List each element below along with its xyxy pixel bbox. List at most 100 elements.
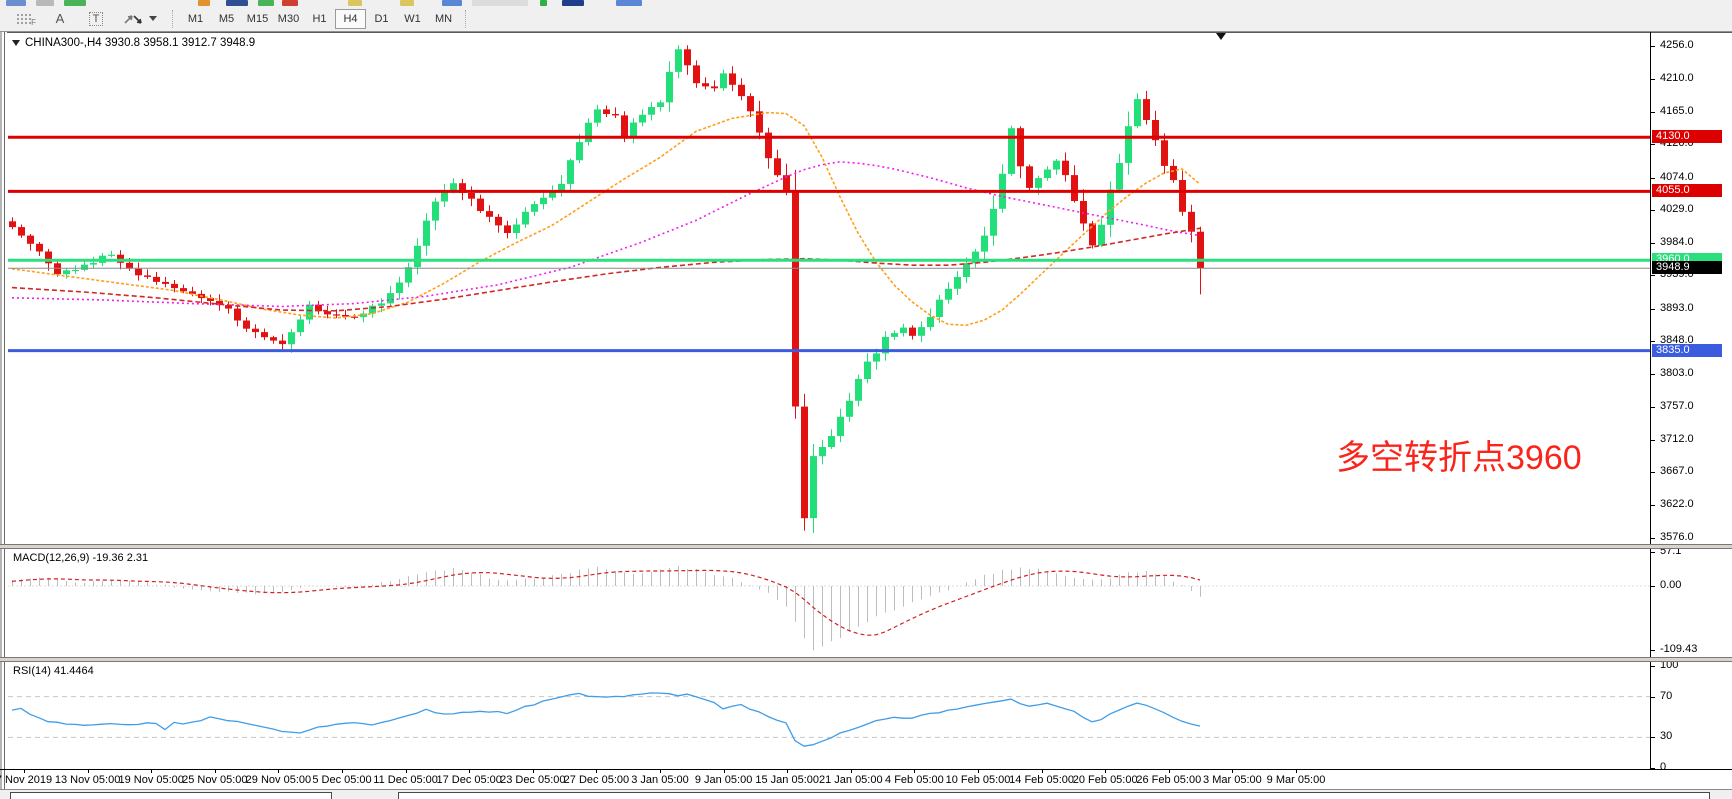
macd-axis: 57.1 0.00 -109.43 (1650, 545, 1732, 657)
cutoff-toolbar-icon[interactable] (442, 0, 462, 6)
cutoff-toolbar-icon[interactable] (198, 0, 210, 6)
time-axis-label: 3 Jan 05:00 (631, 774, 689, 786)
price-tick-label: 4165.0 (1660, 104, 1694, 117)
pane-splitter-rsi[interactable] (0, 657, 1732, 662)
cutoff-toolbar-icon[interactable] (258, 0, 274, 6)
text-box-tool-button[interactable]: T (80, 8, 112, 29)
arrow-objects-dropdown-button[interactable] (116, 8, 164, 29)
chart-annotation-text: 多空转折点3960 (1336, 439, 1582, 477)
price-tick-mark (1650, 111, 1655, 113)
time-axis-label: 7 Nov 2019 (0, 774, 53, 786)
cutoff-toolbar-icon[interactable] (616, 0, 642, 6)
price-line-badge: 3835.0 (1652, 343, 1722, 357)
time-axis-tick (787, 769, 789, 773)
price-tick-mark (1650, 275, 1655, 277)
price-tick-mark (1650, 46, 1655, 47)
crosshair-tool-button[interactable]: F (8, 8, 40, 29)
timeframe-button-h4[interactable]: H4 (335, 8, 366, 29)
price-tick-label: 4029.0 (1660, 203, 1694, 216)
docked-window-tab[interactable] (398, 792, 1710, 799)
crosshair-f-label: F (31, 18, 36, 27)
price-line-badge: 4130.0 (1652, 130, 1722, 144)
cutoff-toolbar-icon[interactable] (562, 0, 584, 6)
cutoff-toolbar-icon[interactable] (64, 0, 86, 6)
rsi-tick-label: 30 (1660, 730, 1673, 743)
macd-tick-label: -109.43 (1660, 643, 1698, 656)
time-axis-tick (24, 769, 25, 773)
time-axis-label: 4 Feb 05:00 (885, 774, 944, 786)
rsi-tick-mark (1650, 737, 1655, 739)
cutoff-toolbar-icon[interactable] (6, 0, 26, 6)
time-axis-label: 15 Jan 05:00 (755, 774, 819, 786)
time-axis-tick (1232, 769, 1234, 773)
timeframe-button-m30[interactable]: M30 (273, 9, 304, 29)
timeframe-button-d1[interactable]: D1 (366, 9, 397, 29)
text-label-tool-button[interactable]: A (44, 8, 76, 29)
cutoff-toolbar-icon[interactable] (400, 0, 414, 6)
cutoff-toolbar-icon[interactable] (472, 0, 528, 6)
price-tick-label: 3984.0 (1660, 235, 1694, 248)
time-axis-tick (405, 769, 407, 773)
price-tick-mark (1650, 504, 1655, 506)
timeframe-button-w1[interactable]: W1 (397, 9, 428, 29)
timeframe-button-m5[interactable]: M5 (211, 9, 242, 29)
cutoff-toolbar-icon[interactable] (348, 0, 362, 6)
chart-window[interactable] (0, 32, 1732, 799)
macd-tick-mark (1650, 586, 1655, 587)
dropdown-caret-icon (149, 16, 157, 21)
macd-tick-mark (1650, 552, 1655, 554)
price-axis-separator-line (1650, 32, 1651, 770)
rsi-indicator-canvas[interactable] (0, 662, 1650, 769)
crosshair-grid-icon (16, 12, 32, 25)
price-tick-mark (1650, 472, 1655, 474)
price-axis[interactable]: 4256.0 4210.0 4165.0 4120.0 4074.0 4029.0 3984… (1650, 32, 1732, 544)
tools-and-timeframes-row: F A T M1 M5 M15 M30 H1 (6, 7, 473, 30)
cutoff-toolbar-icon[interactable] (540, 0, 547, 6)
timeframe-button-h1[interactable]: H1 (304, 9, 335, 29)
macd-tick-label: 0.00 (1660, 579, 1682, 591)
time-axis-label: 11 Dec 05:00 (373, 774, 438, 786)
timeframe-button-mn[interactable]: MN (428, 9, 459, 29)
timeframe-button-m15[interactable]: M15 (242, 9, 273, 29)
time-axis-label: 3 Mar 05:00 (1203, 774, 1262, 786)
price-line-badge: 4055.0 (1652, 184, 1722, 198)
price-tick-mark (1650, 537, 1655, 539)
time-axis-label: 14 Feb 05:00 (1009, 774, 1075, 786)
time-axis-label: 20 Feb 05:00 (1072, 774, 1138, 786)
time-axis-tick (342, 769, 343, 773)
price-tick-label: 3622.0 (1660, 497, 1694, 510)
time-axis-tick (978, 769, 979, 773)
price-tick-label: 3667.0 (1660, 465, 1694, 478)
price-tick-mark (1650, 79, 1655, 81)
time-axis-line (0, 769, 1732, 770)
time-axis-tick (1296, 769, 1297, 773)
rsi-tick-label: 70 (1660, 689, 1673, 702)
time-axis-label: 13 Nov 05:00 (54, 774, 121, 786)
timeframe-button-m1[interactable]: M1 (180, 9, 211, 29)
time-axis-tick (1168, 769, 1170, 773)
rsi-indicator-label: RSI(14) 41.4464 (13, 665, 94, 677)
macd-indicator-canvas[interactable] (0, 549, 1650, 657)
price-tick-label: 3576.0 (1660, 530, 1694, 543)
ma-orange (11, 111, 1201, 327)
docked-window-tab[interactable] (10, 792, 332, 799)
rsi-tick-mark (1650, 696, 1655, 698)
rsi-axis: 100 70 30 0 (1650, 659, 1732, 773)
time-axis-label: 9 Jan 05:00 (694, 774, 753, 786)
price-tick-mark (1650, 308, 1655, 310)
cutoff-toolbar-icon[interactable] (282, 0, 298, 6)
time-axis[interactable]: 7 Nov 2019 13 Nov 05:00 19 Nov 05:00 25 Nov… (0, 769, 1732, 789)
chart-shift-marker-icon[interactable] (1216, 33, 1226, 40)
main-price-chart-canvas[interactable] (0, 32, 1650, 544)
cutoff-toolbar-icon[interactable] (36, 0, 54, 6)
price-tick-mark (1650, 407, 1655, 409)
time-axis-tick (532, 769, 534, 773)
cutoff-toolbar-icon[interactable] (226, 0, 248, 6)
price-tick-mark (1650, 242, 1655, 244)
price-tick-label: 3848.0 (1660, 334, 1694, 347)
pane-splitter-macd[interactable] (0, 544, 1732, 549)
time-axis-tick (214, 769, 216, 773)
chart-menu-arrow-icon[interactable] (12, 40, 20, 46)
time-axis-label: 21 Jan 05:00 (818, 774, 883, 786)
macd-indicator-label: MACD(12,26,9) -19.36 2.31 (13, 552, 149, 564)
